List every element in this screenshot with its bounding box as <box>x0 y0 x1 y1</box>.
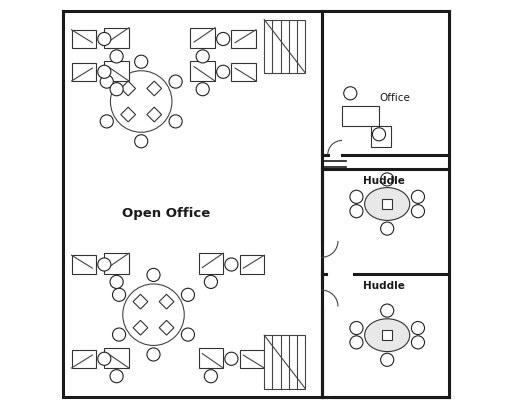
Circle shape <box>380 222 394 236</box>
Ellipse shape <box>365 319 410 352</box>
Circle shape <box>411 321 424 335</box>
Circle shape <box>350 336 363 349</box>
Bar <box>342 106 379 127</box>
Bar <box>199 254 223 274</box>
Circle shape <box>169 115 182 128</box>
Circle shape <box>181 328 195 341</box>
Bar <box>240 256 264 274</box>
Bar <box>231 63 256 82</box>
Circle shape <box>380 173 394 187</box>
Circle shape <box>110 276 123 289</box>
Circle shape <box>380 304 394 317</box>
Circle shape <box>123 284 184 346</box>
Circle shape <box>380 353 394 366</box>
Circle shape <box>113 328 125 341</box>
Bar <box>190 61 215 82</box>
Circle shape <box>135 56 148 69</box>
Circle shape <box>135 135 148 148</box>
Text: Open Office: Open Office <box>122 206 210 219</box>
Circle shape <box>196 83 209 97</box>
Circle shape <box>217 33 230 46</box>
Circle shape <box>411 336 424 349</box>
Circle shape <box>411 205 424 218</box>
Circle shape <box>110 51 123 64</box>
Circle shape <box>181 289 195 302</box>
Polygon shape <box>121 108 136 123</box>
Text: Huddle: Huddle <box>362 176 404 186</box>
Polygon shape <box>133 321 148 335</box>
Text: Huddle: Huddle <box>362 280 404 290</box>
Circle shape <box>350 191 363 204</box>
Circle shape <box>98 258 111 272</box>
Bar <box>72 350 96 368</box>
Polygon shape <box>159 294 174 309</box>
Circle shape <box>100 76 113 89</box>
Bar <box>104 61 129 82</box>
Bar <box>104 29 129 49</box>
Bar <box>382 330 392 340</box>
Circle shape <box>411 191 424 204</box>
Circle shape <box>147 348 160 361</box>
Circle shape <box>350 321 363 335</box>
Circle shape <box>113 289 125 302</box>
Circle shape <box>225 352 238 366</box>
Polygon shape <box>147 108 162 123</box>
Circle shape <box>110 370 123 383</box>
Polygon shape <box>159 321 174 335</box>
Circle shape <box>98 33 111 46</box>
Polygon shape <box>121 82 136 97</box>
Circle shape <box>225 258 238 272</box>
Bar <box>371 127 391 147</box>
Bar <box>240 350 264 368</box>
Circle shape <box>111 72 172 133</box>
Circle shape <box>217 66 230 79</box>
Ellipse shape <box>365 188 410 221</box>
Bar <box>72 256 96 274</box>
Bar <box>199 348 223 368</box>
Circle shape <box>98 352 111 366</box>
Bar <box>382 200 392 209</box>
Bar <box>231 31 256 49</box>
Bar <box>104 348 129 368</box>
Polygon shape <box>147 82 162 97</box>
Bar <box>72 31 96 49</box>
Bar <box>72 63 96 82</box>
Circle shape <box>169 76 182 89</box>
Text: Office: Office <box>379 93 410 103</box>
Bar <box>264 335 305 389</box>
Bar <box>104 254 129 274</box>
Circle shape <box>204 370 218 383</box>
Circle shape <box>344 88 357 101</box>
Circle shape <box>147 269 160 282</box>
Circle shape <box>372 128 386 142</box>
Bar <box>264 20 305 74</box>
Circle shape <box>110 83 123 97</box>
Bar <box>190 29 215 49</box>
Circle shape <box>196 51 209 64</box>
Circle shape <box>98 66 111 79</box>
Polygon shape <box>133 294 148 309</box>
Circle shape <box>350 205 363 218</box>
Bar <box>322 12 449 397</box>
Circle shape <box>100 115 113 128</box>
Circle shape <box>204 276 218 289</box>
